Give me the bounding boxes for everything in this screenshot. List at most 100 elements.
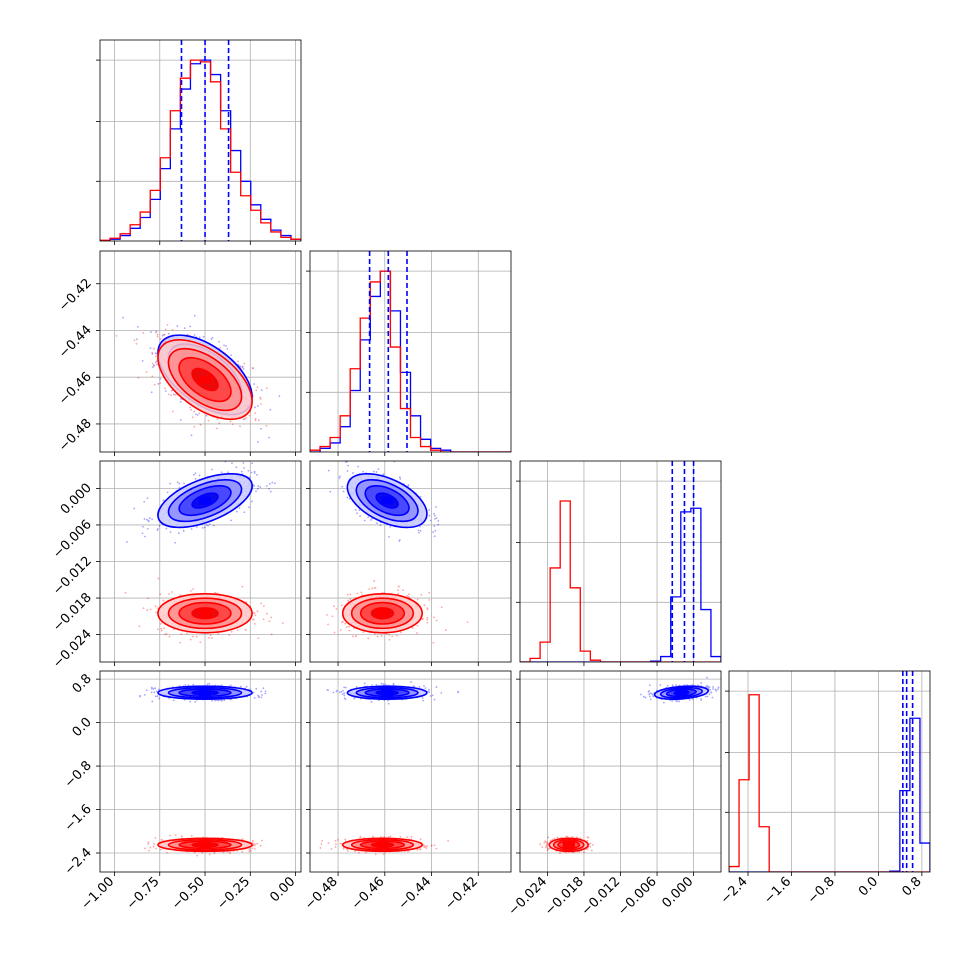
scatter-panel-2-1 [100,251,301,452]
scatter-point [221,700,223,702]
scatter-point [183,483,185,485]
scatter-point [282,622,284,624]
scatter-point [430,695,432,697]
scatter-point [211,637,213,639]
scatter-point [423,604,425,606]
scatter-point [359,515,361,517]
scatter-point [341,621,343,623]
scatter-point [257,485,259,487]
scatter-point [251,472,253,474]
scatter-point [245,629,247,631]
scatter-point [157,628,159,630]
scatter-point [154,384,156,386]
scatter-point [155,332,157,334]
scatter-point [269,483,271,485]
scatter-point [355,635,357,637]
scatter-point [160,849,162,851]
scatter-point [340,629,342,631]
scatter-point [398,585,400,587]
scatter-point [146,371,148,373]
scatter-point [196,855,198,857]
scatter-point [428,689,430,691]
scatter-point [155,611,157,613]
scatter-point [373,471,375,473]
scatter-point [402,589,404,591]
scatter-point [367,516,369,518]
scatter-point [160,623,162,625]
scatter-point [211,469,213,471]
scatter-point [236,511,238,513]
scatter-point [341,486,343,488]
scatter-point [189,701,191,703]
scatter-point [241,586,243,588]
scatter-point [377,468,379,470]
scatter-point [256,843,258,845]
scatter-point [243,363,245,365]
scatter-point [157,578,159,580]
scatter-point [229,852,231,854]
histogram-step-series-b [310,271,511,452]
scatter-point [360,592,362,594]
hist-panel-1 [96,40,301,241]
density-peak-series-b [199,609,211,617]
scatter-point [116,335,118,337]
scatter-point [239,425,241,427]
scatter-point [271,633,273,635]
scatter-point [432,531,434,533]
scatter-point [362,631,364,633]
scatter-point [144,847,146,849]
scatter-point [144,694,146,696]
scatter-point [157,383,159,385]
scatter-point [253,612,255,614]
scatter-point [422,618,424,620]
scatter-point [180,633,182,635]
scatter-point [406,595,408,597]
scatter-point [420,530,422,532]
scatter-point [249,415,251,417]
scatter-point [230,354,232,356]
scatter-point [189,407,191,409]
scatter-panel-4-1 [100,671,301,872]
scatter-point [343,692,345,694]
scatter-point [349,593,351,595]
scatter-point [243,511,245,513]
scatter-point [255,490,257,492]
scatter-point [255,688,257,690]
scatter-point [138,377,140,379]
scatter-point [193,474,195,476]
scatter-point [362,471,364,473]
scatter-point [328,470,330,472]
scatter-point [245,417,247,419]
scatter-point [204,526,206,528]
scatter-point [243,467,245,469]
scatter-point [246,686,248,688]
scatter-point [171,390,173,392]
scatter-point [209,854,211,856]
scatter-point [223,699,225,701]
scatter-point [138,625,140,627]
scatter-point [253,619,255,621]
scatter-point [208,420,210,422]
scatter-point [367,637,369,639]
scatter-point [374,633,376,635]
scatter-point [200,424,202,426]
scatter-point [257,695,259,697]
scatter-point [199,475,201,477]
scatter-point [387,700,389,702]
density-peak-series-b [199,376,211,384]
scatter-point [167,337,169,339]
scatter-point [263,605,265,607]
scatter-point [388,634,390,636]
scatter-point [352,635,354,637]
scatter-point [410,681,412,683]
scatter-point [239,507,241,509]
scatter-point [417,625,419,627]
scatter-point [173,699,175,701]
scatter-point [165,390,167,392]
scatter-point [217,633,219,635]
scatter-point [190,409,192,411]
scatter-point [433,525,435,527]
scatter-point [216,428,218,430]
scatter-point [255,614,257,616]
scatter-point [355,509,357,511]
